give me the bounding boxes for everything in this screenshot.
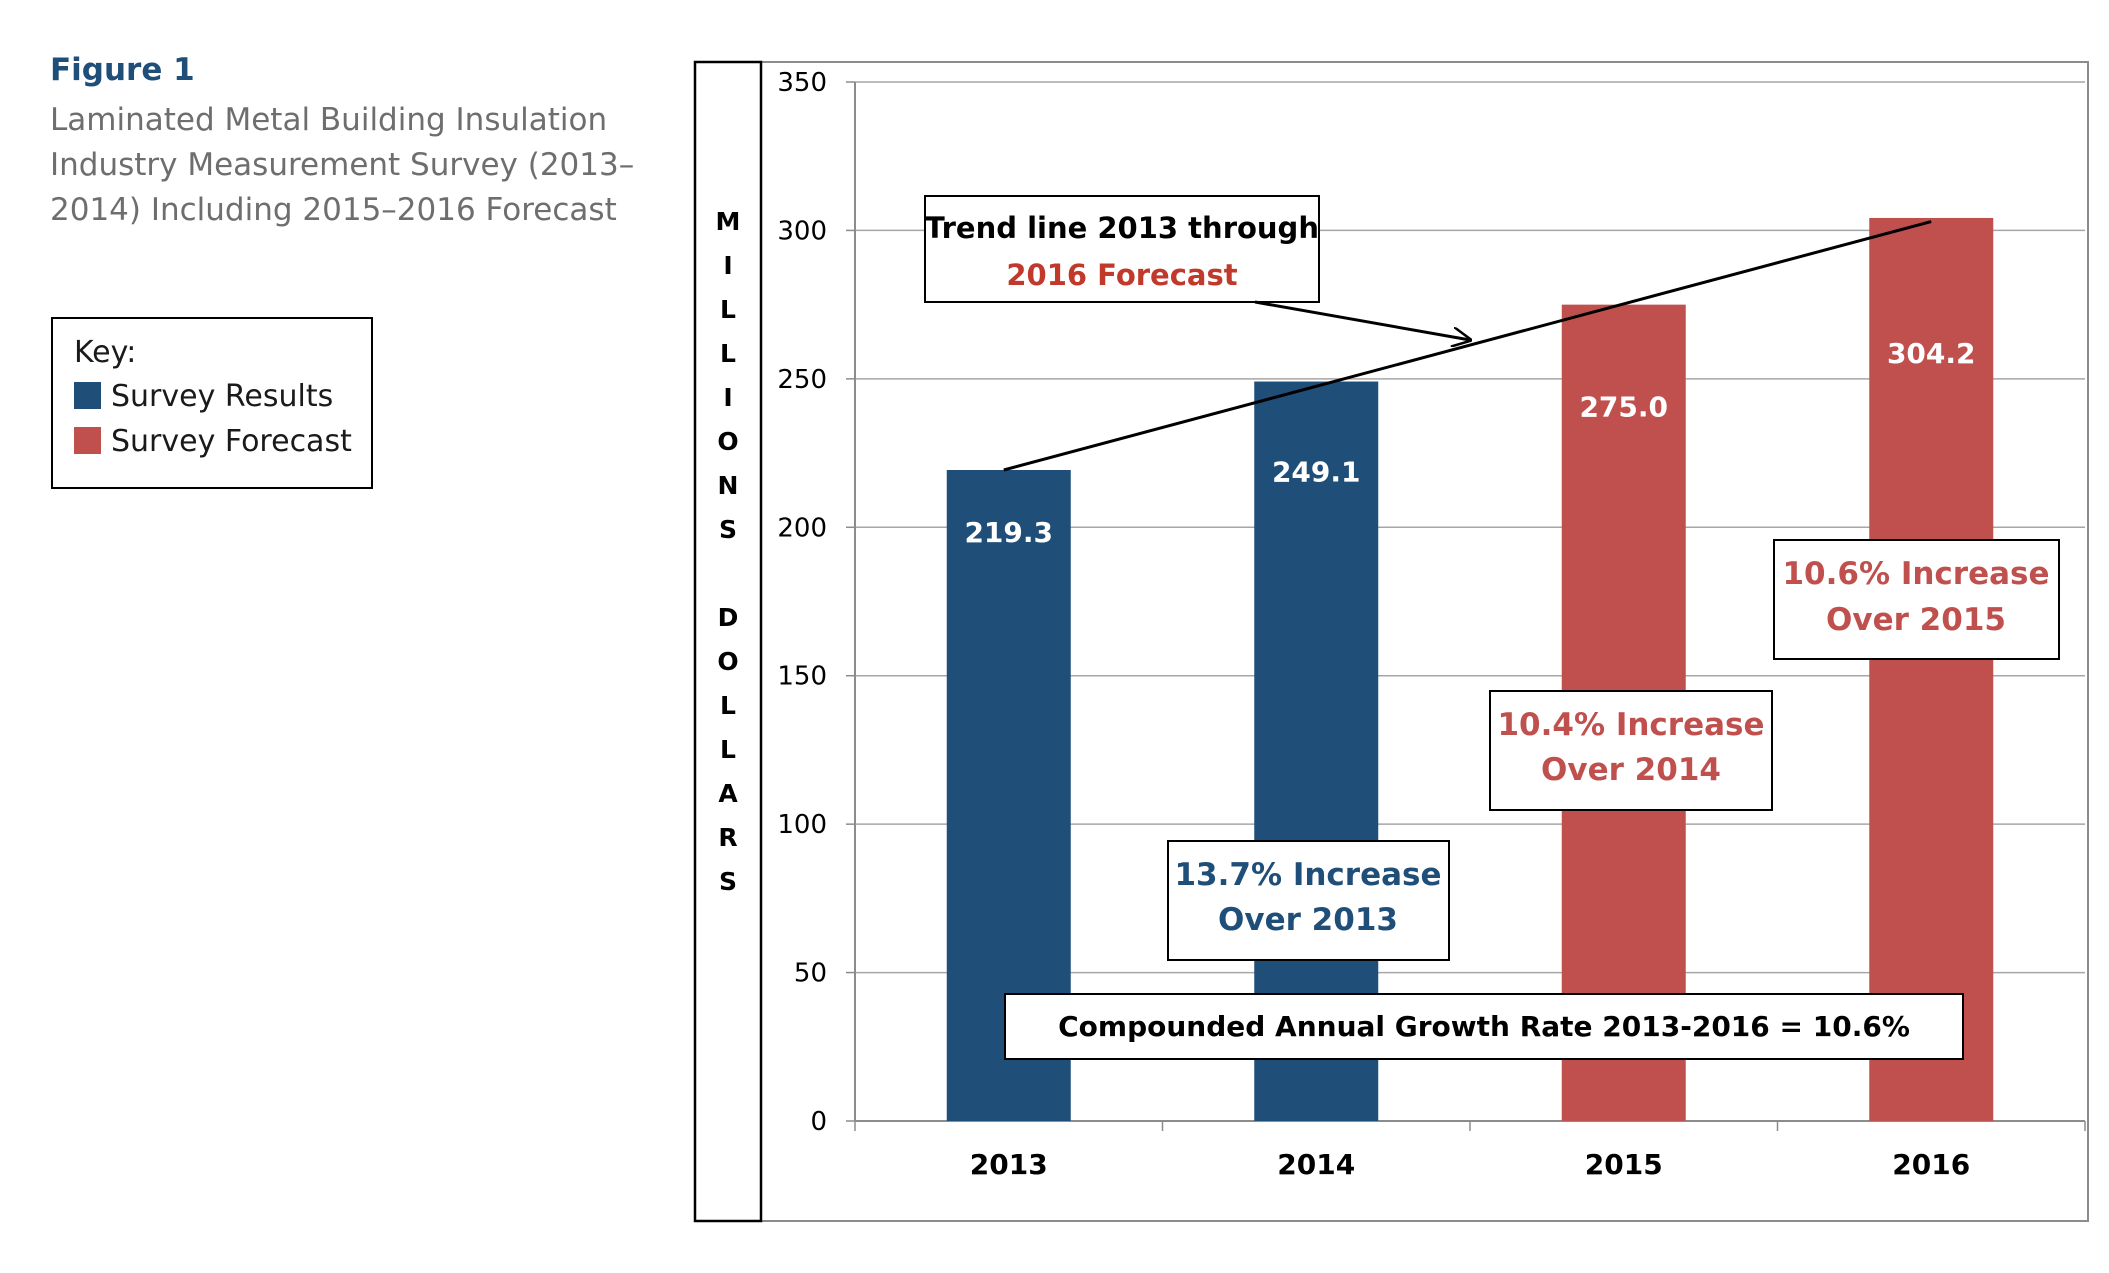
legend-swatch-forecast <box>74 427 101 454</box>
increase-2015-box <box>1489 690 1773 811</box>
increase-2015-line1: 10.4% Increase <box>1497 707 1764 743</box>
bars <box>946 217 1994 1122</box>
legend-label-results: Survey Results <box>111 379 334 414</box>
y-tick-label: 50 <box>794 959 827 989</box>
trend-annotation-line2: 2016 Forecast <box>1006 258 1237 292</box>
increase-2015-line2: Over 2014 <box>1541 752 1721 788</box>
legend-item-survey-results: Survey Results <box>74 379 333 414</box>
x-axis-ticks: 2013 2014 2015 2016 <box>854 1121 2086 1181</box>
y-tick-label: 350 <box>777 68 827 98</box>
trend-annotation-arrow <box>1254 300 1470 340</box>
value-label-2014: 249.1 <box>1272 456 1361 489</box>
trend-annotation-line1: Trend line 2013 through <box>925 211 1319 245</box>
x-tick-label-2015: 2015 <box>1585 1148 1663 1181</box>
increase-2016-box <box>1773 539 2060 660</box>
y-axis-label-box <box>693 60 763 1223</box>
y-tick-label: 300 <box>777 216 827 246</box>
cagr-box <box>1004 993 1964 1060</box>
cagr-label: Compounded Annual Growth Rate 2013-2016 … <box>1058 1010 1910 1043</box>
x-tick-label-2014: 2014 <box>1277 1148 1355 1181</box>
bar-2016 <box>1869 217 1994 1121</box>
y-tick-label: 100 <box>777 810 827 840</box>
y-tick-label: 0 <box>810 1107 827 1137</box>
y-tick-label: 200 <box>777 513 827 543</box>
value-label-2016: 304.2 <box>1887 337 1976 370</box>
value-label-2013: 219.3 <box>964 516 1053 549</box>
figure-subtitle: Laminated Metal Building Insulation Indu… <box>50 102 635 228</box>
legend-swatch-results <box>74 382 101 409</box>
y-tick-label: 250 <box>777 365 827 395</box>
increase-2014-line1: 13.7% Increase <box>1174 857 1441 893</box>
increase-2016-line1: 10.6% Increase <box>1782 556 2049 592</box>
increase-2016-line2: Over 2015 <box>1826 602 2006 638</box>
value-labels: 219.3 249.1 275.0 304.2 <box>964 337 1975 549</box>
figure-title: Figure 1 <box>50 52 195 88</box>
value-label-2015: 275.0 <box>1579 391 1668 424</box>
legend-box: Key: Survey Results Survey Forecast <box>51 317 373 489</box>
increase-2014-line2: Over 2013 <box>1218 902 1398 938</box>
legend-item-survey-forecast: Survey Forecast <box>74 424 352 459</box>
x-tick-label-2016: 2016 <box>1892 1148 1970 1181</box>
legend-label-forecast: Survey Forecast <box>111 424 352 459</box>
x-tick-label-2013: 2013 <box>970 1148 1048 1181</box>
increase-2014-box <box>1167 840 1450 961</box>
legend-title: Key: <box>74 335 137 370</box>
y-tick-label: 150 <box>777 662 827 692</box>
trend-annotation-box <box>924 195 1320 303</box>
